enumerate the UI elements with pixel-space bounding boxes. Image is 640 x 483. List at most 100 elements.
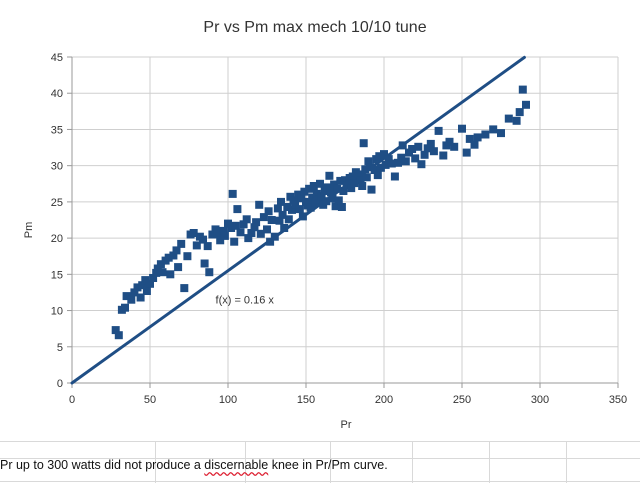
data-point <box>256 229 265 238</box>
data-point <box>205 268 214 277</box>
data-point <box>398 141 407 150</box>
data-point <box>411 154 420 163</box>
data-point <box>308 193 317 202</box>
data-point <box>342 181 351 190</box>
data-point <box>158 268 167 277</box>
data-point <box>381 160 390 169</box>
data-point <box>323 183 332 192</box>
y-tick-label: 35 <box>51 124 63 136</box>
grid-lines <box>71 56 619 384</box>
data-point <box>153 264 162 273</box>
data-point <box>288 205 296 214</box>
data-point <box>362 173 371 182</box>
data-point <box>397 153 406 162</box>
data-point <box>142 287 151 295</box>
data-point <box>298 212 307 221</box>
x-tick-label: 350 <box>609 394 627 406</box>
row-divider <box>0 458 640 459</box>
y-tick-label: 0 <box>57 378 63 390</box>
column-divider <box>330 441 331 483</box>
chart-title: Pr vs Pm max mech 10/10 tune <box>203 19 426 36</box>
trendline-layer <box>70 55 526 385</box>
data-point <box>473 133 482 142</box>
y-tick-label: 5 <box>57 342 63 354</box>
x-tick-label: 50 <box>144 394 156 406</box>
data-point <box>328 194 337 203</box>
data-point <box>289 196 298 205</box>
data-point <box>334 196 343 205</box>
data-point <box>414 142 423 151</box>
data-point <box>316 179 324 188</box>
data-point <box>189 229 198 237</box>
data-point <box>141 276 150 285</box>
column-divider <box>412 441 413 483</box>
x-tick-label: 300 <box>531 394 549 406</box>
note-text-end: knee in Pr/Pm curve. <box>268 458 388 472</box>
data-point <box>380 150 388 159</box>
data-point <box>146 279 154 288</box>
data-point <box>247 229 256 237</box>
data-point <box>192 241 201 250</box>
data-point <box>267 216 276 224</box>
data-point <box>481 130 490 139</box>
data-point <box>370 166 379 174</box>
data-point <box>284 215 293 224</box>
data-point <box>309 182 318 190</box>
data-point <box>336 176 345 185</box>
axes <box>67 56 619 388</box>
data-point <box>359 139 368 148</box>
data-point <box>224 219 232 228</box>
data-point <box>203 242 212 251</box>
data-point <box>216 236 225 245</box>
data-point <box>462 148 471 157</box>
column-divider <box>489 441 490 483</box>
data-point <box>429 147 438 156</box>
data-point <box>358 182 367 190</box>
data-point <box>330 180 339 189</box>
data-point <box>364 157 373 166</box>
data-point <box>401 157 410 166</box>
data-point <box>174 263 183 272</box>
data-point <box>317 192 326 201</box>
data-point <box>375 152 384 161</box>
data-point <box>138 281 147 290</box>
data-point <box>130 288 139 297</box>
data-point <box>152 268 161 277</box>
data-point <box>283 203 292 211</box>
data-point <box>518 85 527 94</box>
data-point <box>333 184 342 193</box>
data-point <box>172 246 181 255</box>
data-point <box>417 160 426 169</box>
cell-note-text[interactable]: Pr up to 300 watts did not produce a dis… <box>0 458 388 472</box>
data-point <box>295 205 304 214</box>
data-point <box>266 237 275 246</box>
data-point <box>220 231 229 240</box>
data-point <box>350 179 359 188</box>
data-point <box>236 228 245 237</box>
data-point <box>337 203 346 211</box>
data-point <box>434 126 443 135</box>
data-point <box>356 176 365 185</box>
data-point <box>122 292 131 301</box>
data-point <box>111 326 120 335</box>
data-point <box>242 215 251 224</box>
x-tick-label: 250 <box>453 394 471 406</box>
data-point <box>252 218 261 227</box>
data-point <box>114 331 123 340</box>
data-point <box>180 284 189 293</box>
y-tick-label: 40 <box>51 88 63 100</box>
data-point <box>458 124 466 133</box>
data-point <box>515 108 524 117</box>
row-divider <box>0 481 640 482</box>
y-tick-label: 30 <box>51 161 63 173</box>
data-point <box>208 230 217 239</box>
data-point <box>259 213 268 222</box>
data-point <box>512 116 521 125</box>
data-point <box>322 197 331 206</box>
data-point <box>136 293 145 302</box>
data-point <box>408 145 417 153</box>
y-tick-label: 20 <box>51 233 63 245</box>
data-point <box>297 194 306 203</box>
row-divider <box>0 441 640 442</box>
